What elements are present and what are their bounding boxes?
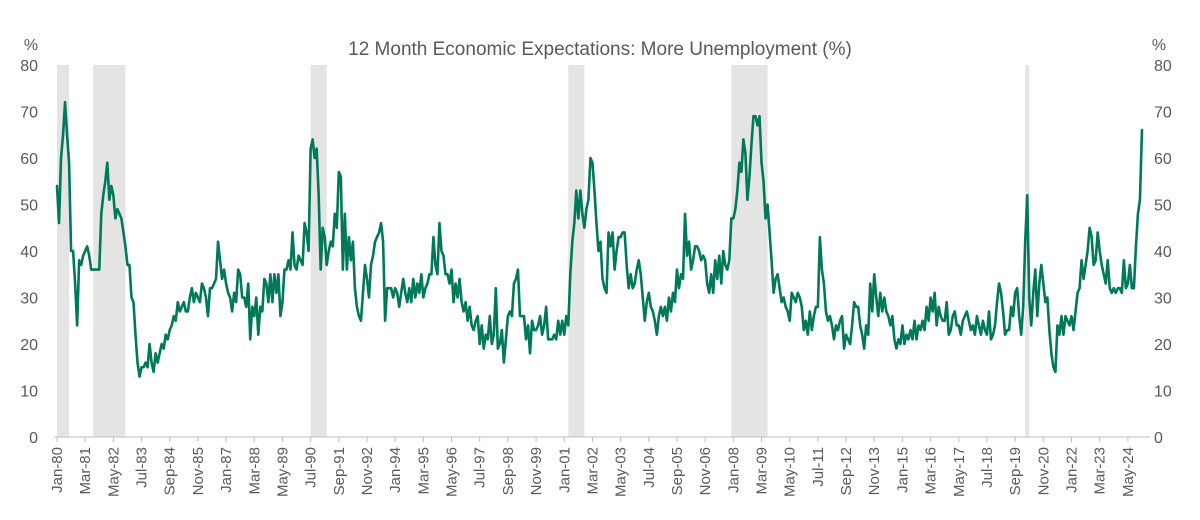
series-line (55, 100, 1144, 378)
x-tick-label: May-17 (951, 447, 968, 497)
y-tick-label-left: 60 (20, 151, 38, 168)
x-tick-label: Nov-13 (866, 447, 883, 495)
y-tick-label-right: 10 (1154, 384, 1172, 401)
x-tick-label: Jul-04 (641, 447, 658, 488)
y-axis-left-unit: % (24, 37, 38, 54)
recession-band (310, 65, 327, 437)
x-tick-label: Nov-92 (359, 447, 376, 495)
x-tick-label: Jan-22 (1064, 447, 1081, 493)
x-tick-label: Mar-88 (246, 447, 263, 495)
x-tick-label: Jul-90 (303, 447, 320, 488)
x-tick-label: Mar-16 (923, 447, 940, 495)
x-tick-label: Jul-83 (134, 447, 151, 488)
x-tick-label: May-24 (1120, 447, 1137, 497)
recession-band (731, 65, 768, 437)
x-tick-label: May-89 (274, 447, 291, 497)
y-tick-label-left: 30 (20, 291, 38, 308)
x-tick-label: Mar-09 (754, 447, 771, 495)
x-tick-label: Nov-85 (190, 447, 207, 495)
x-tick-label: Jul-11 (810, 447, 827, 487)
y-tick-label-left: 50 (20, 198, 38, 215)
y-axis-left: 0 10 20 30 40 50 60 70 80 (20, 58, 38, 447)
x-tick-label: Nov-06 (697, 447, 714, 495)
x-tick-label: Jan-08 (725, 447, 742, 493)
x-tick-label: Sep-05 (669, 447, 686, 495)
x-tick-label: Jan-87 (218, 447, 235, 493)
x-tick-label: May-03 (613, 447, 630, 497)
y-tick-label-right: 60 (1154, 151, 1172, 168)
y-tick-label-left: 10 (20, 384, 38, 401)
x-tick-label: May-10 (782, 447, 799, 497)
x-tick-label: Sep-91 (331, 447, 348, 495)
x-tick-label: Mar-81 (77, 447, 94, 495)
x-tick-label: Nov-99 (528, 447, 545, 495)
chart-title: 12 Month Economic Expectations: More Une… (348, 39, 852, 60)
x-tick-label: Sep-19 (1007, 447, 1024, 495)
y-tick-label-left: 0 (29, 430, 38, 447)
y-tick-label-left: 70 (20, 105, 38, 122)
y-tick-label-left: 20 (20, 337, 38, 354)
recession-band (568, 65, 585, 437)
y-tick-label-left: 80 (20, 58, 38, 75)
recession-band (93, 65, 126, 437)
x-axis: Jan-80 Mar-81 May-82 Jul-83 Sep-84 Nov-85 Jan-… (49, 437, 1137, 497)
x-tick-label: Jan-94 (387, 447, 404, 493)
x-tick-label: Jan-80 (49, 447, 66, 493)
x-tick-label: Jan-01 (556, 447, 573, 493)
series-layer (55, 100, 1144, 378)
x-tick-label: Sep-98 (500, 447, 517, 495)
y-tick-label-right: 80 (1154, 58, 1172, 75)
x-tick-label: May-82 (105, 447, 122, 497)
y-tick-label-right: 70 (1154, 105, 1172, 122)
x-tick-label: Sep-12 (838, 447, 855, 495)
x-tick-label: Mar-23 (1092, 447, 1109, 495)
y-tick-label-left: 40 (20, 244, 38, 261)
y-axis-right: 0 10 20 30 40 50 60 70 80 (1154, 58, 1172, 447)
y-tick-label-right: 40 (1154, 244, 1172, 261)
x-tick-label: Jul-97 (472, 447, 489, 488)
x-tick-label: Jul-18 (979, 447, 996, 488)
x-tick-label: Jan-15 (894, 447, 911, 493)
x-tick-label: Nov-20 (1035, 447, 1052, 495)
x-tick-label: Mar-02 (584, 447, 601, 495)
recession-shading (57, 65, 1030, 437)
x-tick-label: May-96 (444, 447, 461, 497)
y-axis-right-unit: % (1152, 37, 1166, 54)
x-tick-label: Mar-95 (415, 447, 432, 495)
x-tick-label: Sep-84 (162, 447, 179, 495)
y-tick-label-right: 50 (1154, 198, 1172, 215)
y-tick-label-right: 0 (1154, 430, 1163, 447)
y-tick-label-right: 20 (1154, 337, 1172, 354)
y-tick-label-right: 30 (1154, 291, 1172, 308)
